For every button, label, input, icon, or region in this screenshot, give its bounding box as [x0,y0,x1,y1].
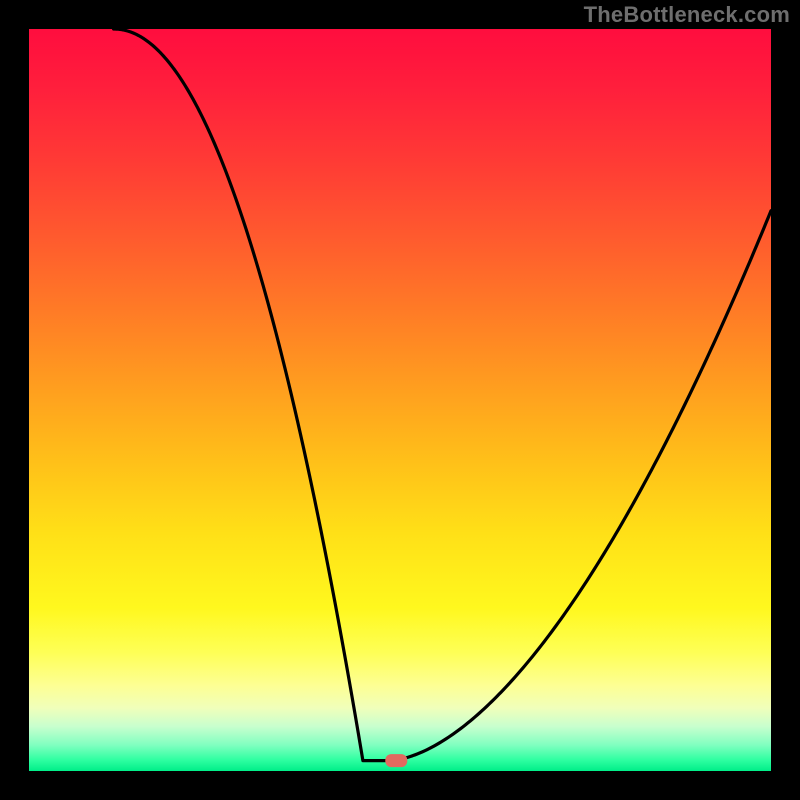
watermark-text: TheBottleneck.com [584,2,790,28]
chart-svg [0,0,800,800]
chart-root: TheBottleneck.com [0,0,800,800]
minimum-marker [385,754,407,767]
gradient-plot-area [29,29,771,771]
